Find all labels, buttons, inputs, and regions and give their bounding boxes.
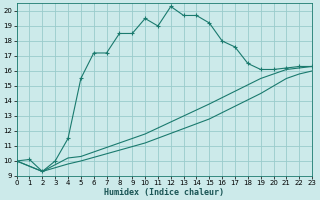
X-axis label: Humidex (Indice chaleur): Humidex (Indice chaleur): [104, 188, 224, 197]
